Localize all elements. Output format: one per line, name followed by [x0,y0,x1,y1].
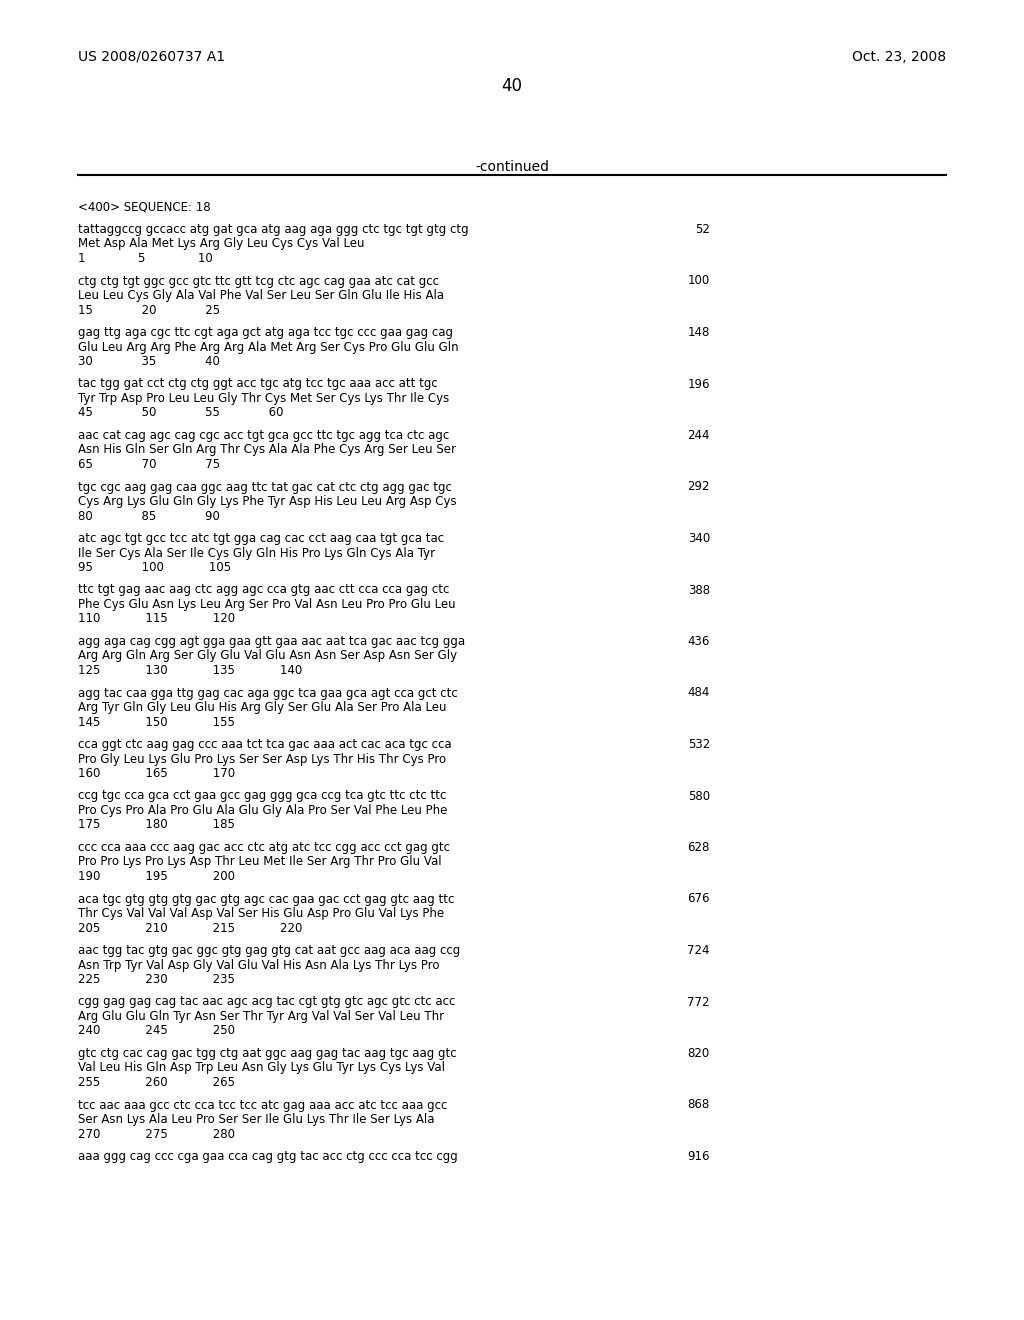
Text: Oct. 23, 2008: Oct. 23, 2008 [852,50,946,63]
Text: Arg Arg Gln Arg Ser Gly Glu Val Glu Asn Asn Ser Asp Asn Ser Gly: Arg Arg Gln Arg Ser Gly Glu Val Glu Asn … [78,649,457,663]
Text: tac tgg gat cct ctg ctg ggt acc tgc atg tcc tgc aaa acc att tgc: tac tgg gat cct ctg ctg ggt acc tgc atg … [78,378,437,391]
Text: agg tac caa gga ttg gag cac aga ggc tca gaa gca agt cca gct ctc: agg tac caa gga ttg gag cac aga ggc tca … [78,686,458,700]
Text: 388: 388 [688,583,710,597]
Text: 175            180            185: 175 180 185 [78,818,234,832]
Text: 148: 148 [688,326,710,339]
Text: 30             35             40: 30 35 40 [78,355,220,368]
Text: Asn His Gln Ser Gln Arg Thr Cys Ala Ala Phe Cys Arg Ser Leu Ser: Asn His Gln Ser Gln Arg Thr Cys Ala Ala … [78,444,456,457]
Text: tgc cgc aag gag caa ggc aag ttc tat gac cat ctc ctg agg gac tgc: tgc cgc aag gag caa ggc aag ttc tat gac … [78,480,452,494]
Text: Pro Cys Pro Ala Pro Glu Ala Glu Gly Ala Pro Ser Val Phe Leu Phe: Pro Cys Pro Ala Pro Glu Ala Glu Gly Ala … [78,804,447,817]
Text: ccg tgc cca gca cct gaa gcc gag ggg gca ccg tca gtc ttc ctc ttc: ccg tgc cca gca cct gaa gcc gag ggg gca … [78,789,446,803]
Text: 868: 868 [688,1098,710,1111]
Text: 820: 820 [688,1047,710,1060]
Text: 125            130            135            140: 125 130 135 140 [78,664,302,677]
Text: Pro Pro Lys Pro Lys Asp Thr Leu Met Ile Ser Arg Thr Pro Glu Val: Pro Pro Lys Pro Lys Asp Thr Leu Met Ile … [78,855,441,869]
Text: 436: 436 [688,635,710,648]
Text: Ser Asn Lys Ala Leu Pro Ser Ser Ile Glu Lys Thr Ile Ser Lys Ala: Ser Asn Lys Ala Leu Pro Ser Ser Ile Glu … [78,1113,434,1126]
Text: -continued: -continued [475,160,549,174]
Text: 772: 772 [687,995,710,1008]
Text: US 2008/0260737 A1: US 2008/0260737 A1 [78,50,225,63]
Text: 292: 292 [687,480,710,494]
Text: Pro Gly Leu Lys Glu Pro Lys Ser Ser Asp Lys Thr His Thr Cys Pro: Pro Gly Leu Lys Glu Pro Lys Ser Ser Asp … [78,752,446,766]
Text: 225            230            235: 225 230 235 [78,973,234,986]
Text: agg aga cag cgg agt gga gaa gtt gaa aac aat tca gac aac tcg gga: agg aga cag cgg agt gga gaa gtt gaa aac … [78,635,465,648]
Text: 40: 40 [502,77,522,95]
Text: Val Leu His Gln Asp Trp Leu Asn Gly Lys Glu Tyr Lys Cys Lys Val: Val Leu His Gln Asp Trp Leu Asn Gly Lys … [78,1061,445,1074]
Text: 628: 628 [688,841,710,854]
Text: 532: 532 [688,738,710,751]
Text: <400> SEQUENCE: 18: <400> SEQUENCE: 18 [78,201,211,213]
Text: Tyr Trp Asp Pro Leu Leu Gly Thr Cys Met Ser Cys Lys Thr Ile Cys: Tyr Trp Asp Pro Leu Leu Gly Thr Cys Met … [78,392,450,405]
Text: ctg ctg tgt ggc gcc gtc ttc gtt tcg ctc agc cag gaa atc cat gcc: ctg ctg tgt ggc gcc gtc ttc gtt tcg ctc … [78,275,439,288]
Text: tcc aac aaa gcc ctc cca tcc tcc atc gag aaa acc atc tcc aaa gcc: tcc aac aaa gcc ctc cca tcc tcc atc gag … [78,1098,447,1111]
Text: 240            245            250: 240 245 250 [78,1024,234,1038]
Text: 484: 484 [688,686,710,700]
Text: 244: 244 [687,429,710,442]
Text: Cys Arg Lys Glu Gln Gly Lys Phe Tyr Asp His Leu Leu Arg Asp Cys: Cys Arg Lys Glu Gln Gly Lys Phe Tyr Asp … [78,495,457,508]
Text: Glu Leu Arg Arg Phe Arg Arg Ala Met Arg Ser Cys Pro Glu Glu Gln: Glu Leu Arg Arg Phe Arg Arg Ala Met Arg … [78,341,459,354]
Text: aca tgc gtg gtg gtg gac gtg agc cac gaa gac cct gag gtc aag ttc: aca tgc gtg gtg gtg gac gtg agc cac gaa … [78,892,455,906]
Text: gag ttg aga cgc ttc cgt aga gct atg aga tcc tgc ccc gaa gag cag: gag ttg aga cgc ttc cgt aga gct atg aga … [78,326,453,339]
Text: Phe Cys Glu Asn Lys Leu Arg Ser Pro Val Asn Leu Pro Pro Glu Leu: Phe Cys Glu Asn Lys Leu Arg Ser Pro Val … [78,598,456,611]
Text: 160            165            170: 160 165 170 [78,767,236,780]
Text: 255            260            265: 255 260 265 [78,1076,234,1089]
Text: 95             100            105: 95 100 105 [78,561,231,574]
Text: 65             70             75: 65 70 75 [78,458,220,471]
Text: 676: 676 [687,892,710,906]
Text: 45             50             55             60: 45 50 55 60 [78,407,284,420]
Text: aac cat cag agc cag cgc acc tgt gca gcc ttc tgc agg tca ctc agc: aac cat cag agc cag cgc acc tgt gca gcc … [78,429,450,442]
Text: Ile Ser Cys Ala Ser Ile Cys Gly Gln His Pro Lys Gln Cys Ala Tyr: Ile Ser Cys Ala Ser Ile Cys Gly Gln His … [78,546,435,560]
Text: Leu Leu Cys Gly Ala Val Phe Val Ser Leu Ser Gln Glu Ile His Ala: Leu Leu Cys Gly Ala Val Phe Val Ser Leu … [78,289,444,302]
Text: ttc tgt gag aac aag ctc agg agc cca gtg aac ctt cca cca gag ctc: ttc tgt gag aac aag ctc agg agc cca gtg … [78,583,450,597]
Text: 100: 100 [688,275,710,288]
Text: 205            210            215            220: 205 210 215 220 [78,921,302,935]
Text: 580: 580 [688,789,710,803]
Text: 145            150            155: 145 150 155 [78,715,234,729]
Text: 52: 52 [695,223,710,236]
Text: 190            195            200: 190 195 200 [78,870,234,883]
Text: cgg gag gag cag tac aac agc acg tac cgt gtg gtc agc gtc ctc acc: cgg gag gag cag tac aac agc acg tac cgt … [78,995,456,1008]
Text: aaa ggg cag ccc cga gaa cca cag gtg tac acc ctg ccc cca tcc cgg: aaa ggg cag ccc cga gaa cca cag gtg tac … [78,1150,458,1163]
Text: Met Asp Ala Met Lys Arg Gly Leu Cys Cys Val Leu: Met Asp Ala Met Lys Arg Gly Leu Cys Cys … [78,238,365,251]
Text: tattaggccg gccacc atg gat gca atg aag aga ggg ctc tgc tgt gtg ctg: tattaggccg gccacc atg gat gca atg aag ag… [78,223,469,236]
Text: 196: 196 [687,378,710,391]
Text: 15             20             25: 15 20 25 [78,304,220,317]
Text: 270            275            280: 270 275 280 [78,1127,234,1140]
Text: atc agc tgt gcc tcc atc tgt gga cag cac cct aag caa tgt gca tac: atc agc tgt gcc tcc atc tgt gga cag cac … [78,532,444,545]
Text: 110            115            120: 110 115 120 [78,612,236,626]
Text: 724: 724 [687,944,710,957]
Text: Asn Trp Tyr Val Asp Gly Val Glu Val His Asn Ala Lys Thr Lys Pro: Asn Trp Tyr Val Asp Gly Val Glu Val His … [78,958,439,972]
Text: 80             85             90: 80 85 90 [78,510,220,523]
Text: cca ggt ctc aag gag ccc aaa tct tca gac aaa act cac aca tgc cca: cca ggt ctc aag gag ccc aaa tct tca gac … [78,738,452,751]
Text: ccc cca aaa ccc aag gac acc ctc atg atc tcc cgg acc cct gag gtc: ccc cca aaa ccc aag gac acc ctc atg atc … [78,841,450,854]
Text: 1              5              10: 1 5 10 [78,252,213,265]
Text: 916: 916 [687,1150,710,1163]
Text: Arg Tyr Gln Gly Leu Glu His Arg Gly Ser Glu Ala Ser Pro Ala Leu: Arg Tyr Gln Gly Leu Glu His Arg Gly Ser … [78,701,446,714]
Text: Thr Cys Val Val Val Asp Val Ser His Glu Asp Pro Glu Val Lys Phe: Thr Cys Val Val Val Asp Val Ser His Glu … [78,907,444,920]
Text: Arg Glu Glu Gln Tyr Asn Ser Thr Tyr Arg Val Val Ser Val Leu Thr: Arg Glu Glu Gln Tyr Asn Ser Thr Tyr Arg … [78,1010,444,1023]
Text: gtc ctg cac cag gac tgg ctg aat ggc aag gag tac aag tgc aag gtc: gtc ctg cac cag gac tgg ctg aat ggc aag … [78,1047,457,1060]
Text: aac tgg tac gtg gac ggc gtg gag gtg cat aat gcc aag aca aag ccg: aac tgg tac gtg gac ggc gtg gag gtg cat … [78,944,460,957]
Text: 340: 340 [688,532,710,545]
